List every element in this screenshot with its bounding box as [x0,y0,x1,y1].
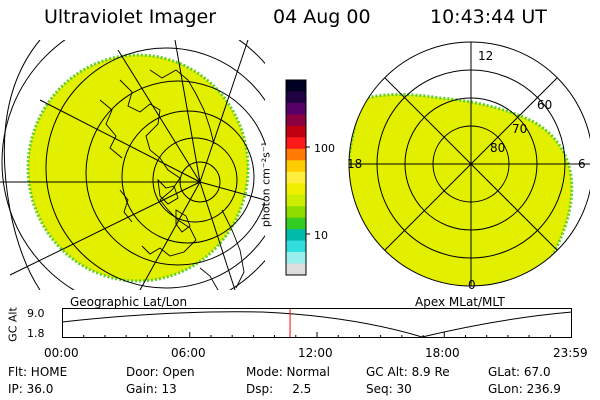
mlt-label-18: 18 [347,157,363,171]
info-ip: IP: 36.0 [8,382,54,396]
geographic-caption: Geographic Lat/Lon [70,295,188,309]
coastlines [99,69,245,290]
info-gain: Gain: 13 [126,382,177,396]
lat-label-80: 80 [490,141,506,155]
colorbar-swatch [286,91,306,104]
colorbar-swatch [286,148,306,161]
info-glat: GLat: 67.0 [488,365,551,379]
colorbar [285,79,310,276]
altitude-plot [62,308,573,338]
mlt-label-0: 0 [468,278,476,292]
lat-label-60: 60 [537,98,553,112]
time-label: 10:43:44 UT [430,6,547,28]
colorbar-swatch [286,229,306,242]
colorbar-swatch [286,263,306,276]
lat-lon-grid [0,40,265,290]
colorbar-swatch [286,125,306,138]
info-gc-alt: GC Alt: 8.9 Re [366,365,450,379]
colorbar-swatch [286,194,306,207]
colorbar-tick-100: 100 [314,142,335,155]
mlt-label-6: 6 [578,157,586,171]
xtick-0600: 06:00 [171,346,206,360]
colorbar-swatch [286,160,306,173]
xtick-1200: 12:00 [298,346,333,360]
xtick-0000: 00:00 [44,346,79,360]
xtick-1800: 18:00 [425,346,460,360]
altitude-tick-top: 9.0 [27,307,45,320]
magnetic-caption: Apex MLat/MLT [415,295,505,309]
magnetic-polar-plot [348,41,590,287]
colorbar-swatch [286,252,306,265]
info-dsp: Dsp: 2.5 [246,382,312,396]
altitude-ylabel: GC Alt [6,307,20,342]
instrument-title: Ultraviolet Imager [44,6,217,28]
info-mode: Mode: Normal [246,365,330,379]
info-glon: GLon: 236.9 [488,382,561,396]
geographic-map [0,40,265,290]
colorbar-swatch [286,240,306,253]
lat-label-70: 70 [512,122,528,136]
info-door: Door: Open [126,365,195,379]
colorbar-swatch [286,137,306,150]
info-flight: Flt: HOME [8,365,68,379]
altitude-tick-bottom: 1.8 [27,327,45,340]
colorbar-tick-10: 10 [314,229,328,242]
colorbar-swatch [286,183,306,196]
date-label: 04 Aug 00 [273,6,371,28]
colorbar-unit-label: photon cm⁻²s⁻¹ [259,141,273,228]
aurora-oval [349,94,572,286]
mlt-label-12: 12 [478,49,494,63]
colorbar-swatch [286,102,306,115]
altitude-curve [62,311,573,338]
colorbar-swatch [286,114,306,127]
xtick-2359: 23:59 [553,346,588,360]
colorbar-swatch [286,206,306,219]
info-seq: Seq: 30 [366,382,412,396]
colorbar-swatch [286,80,306,92]
colorbar-swatch [286,217,306,230]
colorbar-swatch [286,171,306,184]
